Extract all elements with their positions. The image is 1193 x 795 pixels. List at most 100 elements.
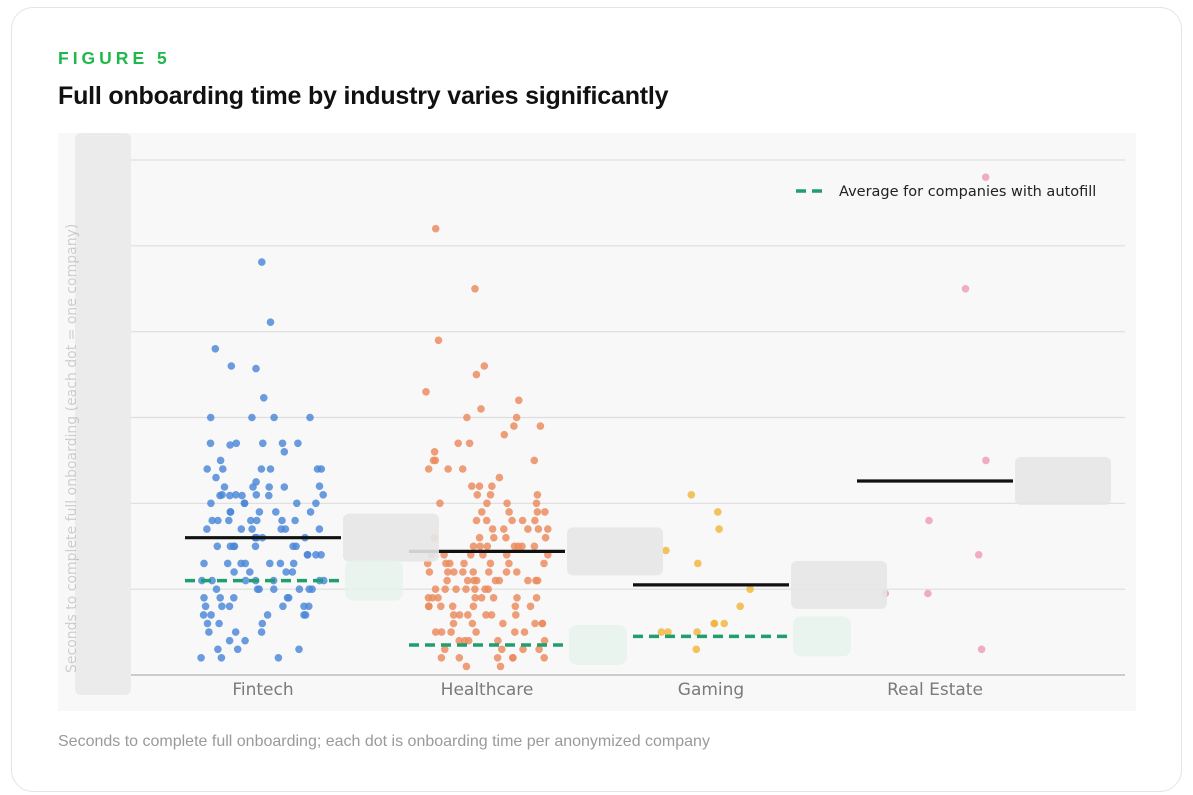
data-point	[252, 364, 260, 373]
data-point	[283, 594, 292, 602]
data-point	[510, 542, 519, 551]
data-point	[471, 285, 479, 293]
data-point	[226, 491, 234, 500]
data-point	[503, 499, 511, 508]
strip-plot-chart: Fintech Healthcare Gaming Real Estate Secon…	[58, 133, 1136, 711]
data-point	[319, 491, 328, 499]
data-point	[257, 465, 266, 473]
data-point	[533, 508, 542, 516]
data-point	[454, 439, 463, 448]
data-point	[282, 568, 290, 576]
data-point	[226, 441, 234, 449]
y-axis-label: Seconds to complete full onboarding (eac…	[64, 224, 80, 673]
data-point	[437, 602, 445, 611]
data-point	[510, 422, 518, 430]
data-point	[511, 602, 520, 611]
data-point	[289, 559, 298, 568]
redacted-median-label	[567, 527, 663, 576]
data-point	[540, 654, 548, 662]
data-point	[205, 628, 213, 636]
data-point	[220, 483, 229, 491]
data-point	[449, 619, 458, 628]
data-point	[505, 508, 513, 516]
data-point	[437, 654, 446, 662]
data-point	[530, 542, 539, 551]
data-point	[540, 559, 548, 568]
data-point	[447, 628, 455, 636]
data-point	[206, 413, 215, 422]
data-point	[315, 482, 324, 491]
data-point	[532, 576, 540, 585]
figure-title: Full onboarding time by industry varies …	[58, 82, 669, 110]
data-point	[534, 525, 543, 533]
data-point	[477, 405, 485, 413]
redacted-average-label	[345, 560, 403, 601]
data-point	[317, 465, 326, 473]
data-point	[424, 602, 433, 611]
data-point	[207, 611, 215, 619]
data-point	[216, 491, 224, 500]
redacted-median-label	[343, 513, 439, 562]
data-point	[488, 525, 497, 533]
data-point	[458, 465, 467, 473]
data-point	[463, 413, 471, 422]
data-point	[276, 559, 285, 568]
data-point	[532, 499, 541, 508]
data-point	[199, 611, 208, 619]
data-point	[472, 576, 481, 585]
data-point	[981, 173, 990, 181]
data-point	[484, 585, 493, 593]
data-point	[746, 585, 754, 593]
data-point	[499, 619, 507, 628]
data-point	[478, 508, 486, 516]
data-point	[714, 508, 722, 516]
data-point	[961, 285, 970, 293]
data-point	[258, 619, 267, 628]
data-point	[490, 533, 498, 542]
data-point	[531, 516, 539, 525]
data-point	[475, 482, 484, 491]
data-point	[455, 611, 464, 619]
data-point	[465, 439, 474, 448]
data-point	[487, 611, 496, 619]
data-point	[476, 542, 484, 551]
data-point	[294, 439, 302, 448]
data-point	[494, 636, 502, 645]
data-point	[512, 413, 521, 422]
data-point	[464, 611, 472, 619]
data-point	[212, 585, 221, 593]
data-point	[230, 542, 239, 551]
data-point	[692, 645, 701, 654]
data-point	[444, 568, 452, 576]
data-point	[422, 388, 430, 396]
data-point	[249, 483, 257, 491]
data-point	[265, 491, 273, 500]
data-point	[436, 499, 444, 508]
data-point	[208, 576, 216, 585]
data-point	[279, 602, 287, 611]
data-point	[206, 439, 215, 448]
data-point	[446, 559, 454, 568]
data-point	[530, 456, 539, 465]
data-point	[471, 585, 479, 593]
x-tick-label: Fintech	[232, 680, 293, 700]
data-point	[230, 568, 238, 576]
data-point	[295, 585, 304, 593]
data-point	[536, 422, 545, 430]
data-point	[480, 362, 489, 370]
data-point	[241, 559, 250, 568]
data-point	[524, 525, 532, 533]
data-point	[208, 516, 216, 525]
data-point	[251, 542, 260, 551]
data-point	[197, 654, 205, 662]
data-point	[482, 611, 490, 619]
y-axis-label-area: Seconds to complete full onboarding (eac…	[64, 133, 131, 695]
data-point	[538, 619, 547, 628]
plot-background	[58, 133, 1136, 711]
data-point	[437, 628, 446, 636]
data-point	[664, 628, 672, 636]
data-point	[200, 559, 208, 568]
data-point	[274, 654, 283, 662]
data-point	[200, 594, 208, 602]
data-point	[219, 465, 227, 473]
